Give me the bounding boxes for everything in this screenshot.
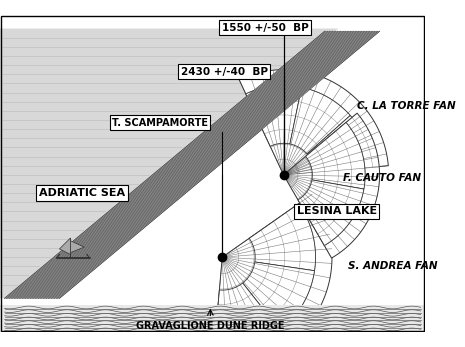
Text: C. LA TORRE FAN: C. LA TORRE FAN <box>357 101 455 111</box>
Polygon shape <box>70 241 84 253</box>
Polygon shape <box>0 28 339 298</box>
Polygon shape <box>239 70 388 175</box>
Text: 2430 +/-40  BP: 2430 +/-40 BP <box>180 67 267 77</box>
Polygon shape <box>249 204 316 271</box>
Polygon shape <box>298 180 364 246</box>
Polygon shape <box>5 31 379 298</box>
Polygon shape <box>0 305 425 332</box>
Polygon shape <box>213 194 332 347</box>
Text: S. ANDREA FAN: S. ANDREA FAN <box>347 261 437 271</box>
Text: GRAVAGLIONE DUNE RIDGE: GRAVAGLIONE DUNE RIDGE <box>136 321 285 331</box>
Text: 1550 +/-50  BP: 1550 +/-50 BP <box>222 23 309 33</box>
Text: LESINA LAKE: LESINA LAKE <box>297 206 377 217</box>
Polygon shape <box>284 113 379 258</box>
Polygon shape <box>60 238 70 254</box>
Polygon shape <box>5 31 379 298</box>
Polygon shape <box>307 116 372 172</box>
Polygon shape <box>290 87 350 154</box>
Text: T. SCAMPAMORTE: T. SCAMPAMORTE <box>112 118 208 128</box>
Polygon shape <box>243 262 314 330</box>
Polygon shape <box>214 283 280 347</box>
Polygon shape <box>0 15 425 307</box>
Text: ADRIATIC SEA: ADRIATIC SEA <box>39 188 126 198</box>
Text: F. CAUTO FAN: F. CAUTO FAN <box>343 172 421 183</box>
Polygon shape <box>306 122 365 189</box>
Polygon shape <box>246 85 302 146</box>
